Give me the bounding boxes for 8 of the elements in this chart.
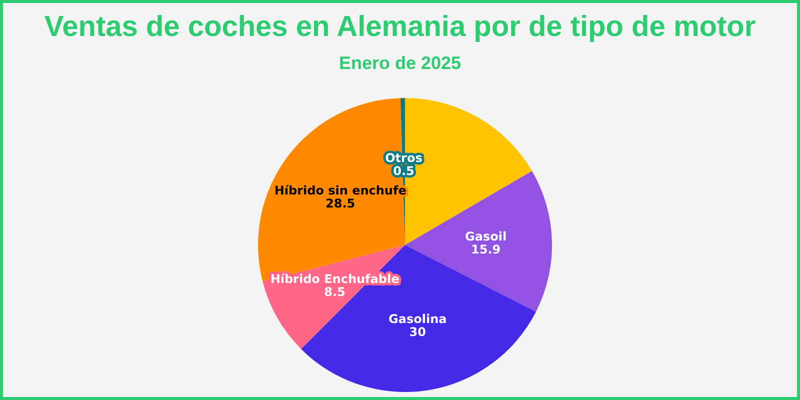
slice-label: Gasoil [465, 230, 507, 244]
data-label: 30 [409, 324, 426, 339]
chart-subtitle: Enero de 2025 [338, 53, 462, 74]
slice-label: Gasolina [388, 312, 447, 326]
data-label: 8.5 [324, 285, 346, 300]
data-label: 15.9 [471, 242, 501, 257]
data-label: 28.5 [326, 196, 356, 210]
chart-title: Ventas de coches en Alemania por de tipo de motor [43, 11, 757, 44]
